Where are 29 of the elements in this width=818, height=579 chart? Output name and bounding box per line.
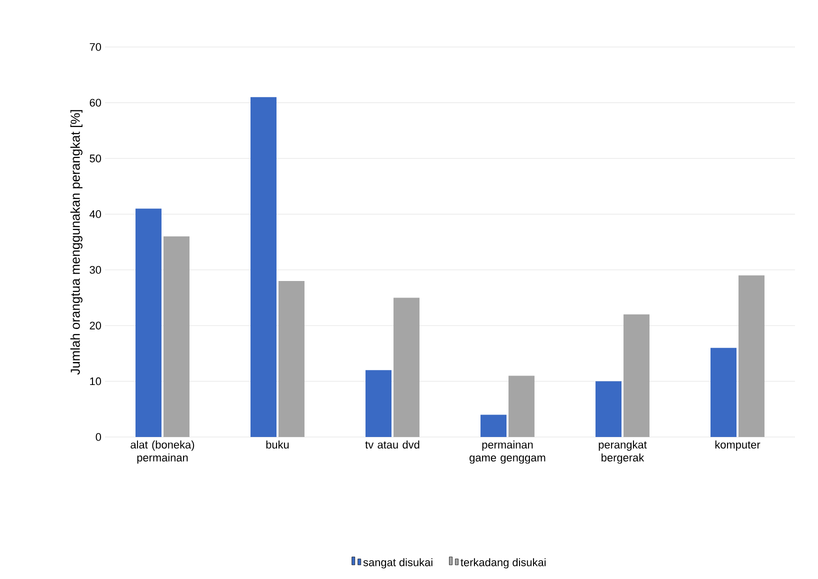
y-tick-label: 50 <box>90 154 102 162</box>
y-tick-label: 60 <box>90 98 102 107</box>
bar <box>250 97 277 437</box>
x-tick-label: alat (boneka) permainan <box>130 440 194 464</box>
bar <box>136 208 162 437</box>
x-tick-label: tv atau dvd <box>365 440 420 449</box>
x-tick-label: buku <box>266 440 289 449</box>
y-tick-label: 10 <box>90 377 102 386</box>
bar <box>738 275 765 437</box>
y-tick-label: 0 <box>96 433 102 441</box>
legend-label: terkadang disukai <box>460 558 546 568</box>
bar <box>278 281 304 437</box>
legend-label: sangat disukai <box>363 558 432 568</box>
bar <box>624 314 650 437</box>
y-axis-title: Jumlah orangtua menggunakan perangkat [%] <box>70 110 82 375</box>
y-tick-label: 30 <box>90 266 102 274</box>
bar <box>366 370 392 437</box>
bar <box>710 348 737 437</box>
bar <box>508 376 535 437</box>
bar <box>394 298 420 437</box>
y-tick-label: 70 <box>90 43 102 51</box>
bar <box>480 414 507 437</box>
bar <box>596 381 622 437</box>
y-tick-label: 40 <box>90 210 102 218</box>
x-tick-label: permainan game genggam <box>470 440 546 464</box>
x-tick-label: komputer <box>715 440 760 451</box>
y-tick-label: 20 <box>90 322 102 330</box>
bar <box>163 236 190 437</box>
x-tick-label: perangkat bergerak <box>598 440 647 464</box>
